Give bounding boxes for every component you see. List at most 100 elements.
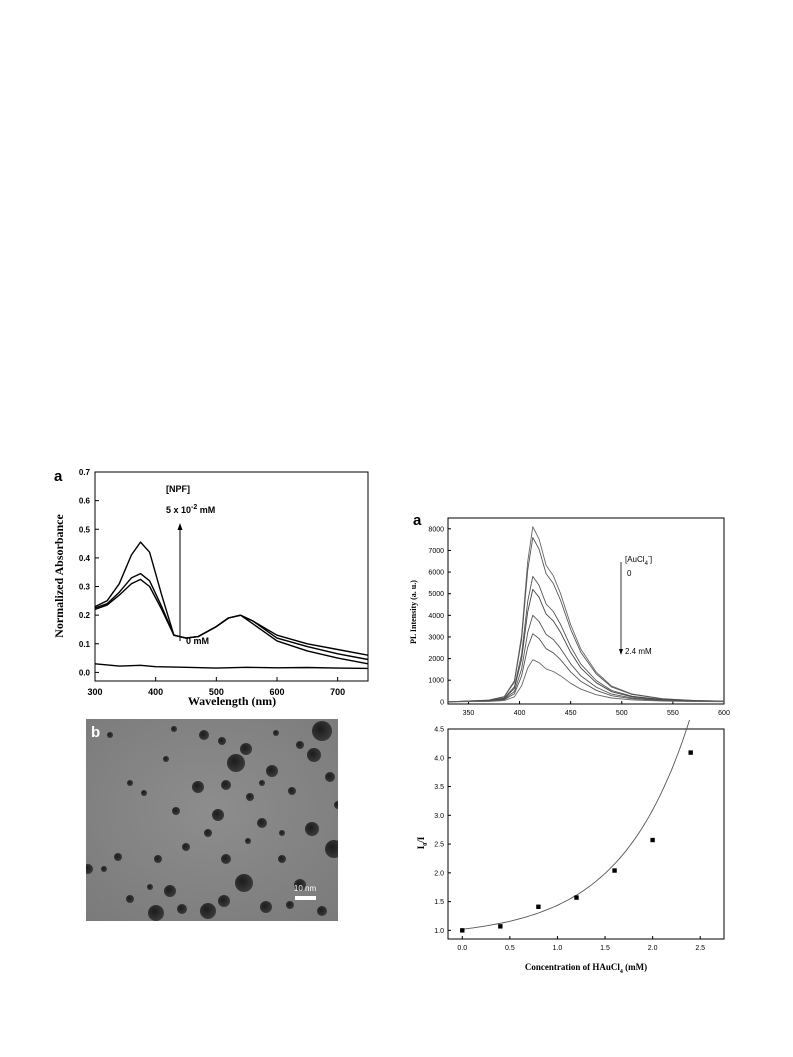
y-tick-label: 3000 bbox=[428, 634, 444, 641]
nanoparticle bbox=[164, 885, 176, 897]
aucl-legend-bottom: 2.4 mM bbox=[625, 647, 652, 656]
x-tick-label: 300 bbox=[87, 687, 102, 697]
y-tick-label: 0.0 bbox=[79, 668, 91, 677]
nanoparticle bbox=[259, 780, 265, 786]
pl-series-line bbox=[447, 537, 725, 703]
nanoparticle bbox=[279, 830, 285, 836]
nanoparticle bbox=[227, 754, 245, 772]
ratio-x-axis-label: Concentration of HAuCl4 (mM) bbox=[525, 962, 647, 975]
nanoparticle bbox=[199, 730, 209, 740]
x-tick-label: 600 bbox=[718, 710, 730, 717]
y-tick-label: 1.5 bbox=[434, 899, 444, 906]
panel-a-right-label: a bbox=[413, 512, 422, 529]
nanoparticle bbox=[148, 905, 164, 921]
nanoparticle bbox=[147, 884, 153, 890]
y-tick-label: 0.7 bbox=[79, 468, 91, 477]
y-tick-label: 0.6 bbox=[79, 497, 91, 506]
x-tick-label: 550 bbox=[667, 710, 679, 717]
y-tick-label: 0.2 bbox=[79, 611, 91, 620]
nanoparticle bbox=[182, 843, 190, 851]
y-tick-label: 5000 bbox=[428, 591, 444, 598]
y-tick-label: 4.5 bbox=[434, 727, 444, 734]
tem-micrograph: b 10 nm bbox=[86, 719, 338, 921]
nanoparticle bbox=[296, 741, 304, 749]
npf-legend-title: [NPF] bbox=[166, 484, 190, 494]
nanoparticle bbox=[334, 801, 338, 809]
x-tick-label: 500 bbox=[209, 687, 224, 697]
nanoparticle bbox=[107, 732, 113, 738]
y-tick-label: 0 bbox=[440, 699, 444, 706]
aucl-legend-title: [AuCl4-] bbox=[625, 554, 652, 567]
x-tick-label: 400 bbox=[514, 710, 526, 717]
pl-series-line bbox=[447, 633, 725, 703]
y-tick-label: 2.0 bbox=[434, 870, 444, 877]
x-tick-label: 0.0 bbox=[457, 945, 467, 952]
data-point bbox=[536, 904, 541, 909]
nanoparticle bbox=[266, 765, 278, 777]
nanoparticle bbox=[126, 895, 134, 903]
scale-bar bbox=[295, 896, 316, 900]
x-tick-label: 2.0 bbox=[648, 945, 658, 952]
fit-curve-line bbox=[462, 720, 690, 930]
nanoparticle bbox=[325, 772, 335, 782]
y-tick-label: 2.5 bbox=[434, 842, 444, 849]
y-tick-label: 3.5 bbox=[434, 784, 444, 791]
nanoparticle bbox=[246, 793, 254, 801]
nanoparticle bbox=[127, 780, 133, 786]
ratio-y-ticks: 1.0 1.5 2.0 2.5 3.0 3.5 4.0 4.5 bbox=[434, 727, 451, 935]
absorbance-series-line bbox=[94, 578, 369, 665]
nanoparticle bbox=[86, 864, 93, 874]
npf-legend-top: 5 x 10-2 mM bbox=[166, 504, 215, 515]
nanoparticle bbox=[218, 737, 226, 745]
absorbance-y-axis-label: Normalized Absorbance bbox=[52, 513, 66, 637]
nanoparticle bbox=[200, 903, 216, 919]
pl-series-line bbox=[447, 588, 725, 703]
nanoparticle bbox=[141, 790, 147, 796]
data-point bbox=[612, 868, 617, 873]
nanoparticle bbox=[192, 781, 204, 793]
nanoparticle bbox=[307, 748, 321, 762]
aucl-arrow-head bbox=[619, 649, 623, 655]
nanoparticle bbox=[278, 855, 286, 863]
ratio-data-points bbox=[460, 750, 693, 933]
tem-image: b 10 nm bbox=[86, 719, 338, 921]
panel-a-left-label: a bbox=[54, 468, 63, 485]
nanoparticle bbox=[163, 756, 169, 762]
ratio-fit-curve bbox=[462, 720, 690, 930]
npf-legend-bottom: 0 mM bbox=[186, 636, 209, 646]
x-tick-label: 1.0 bbox=[553, 945, 563, 952]
y-tick-label: 0.4 bbox=[79, 554, 91, 563]
x-tick-label: 0.5 bbox=[505, 945, 515, 952]
absorbance-y-ticks: 0.0 0.1 0.2 0.3 0.4 0.5 0.6 0.7 bbox=[79, 468, 99, 677]
nanoparticle bbox=[221, 854, 231, 864]
absorbance-series-line bbox=[94, 541, 369, 656]
nanoparticle bbox=[325, 840, 338, 858]
x-tick-label: 350 bbox=[463, 710, 475, 717]
x-tick-label: 2.5 bbox=[695, 945, 705, 952]
nanoparticle bbox=[172, 807, 180, 815]
nanoparticle bbox=[294, 879, 306, 891]
x-tick-label: 450 bbox=[565, 710, 577, 717]
nanoparticle bbox=[235, 874, 253, 892]
aucl-legend-top: 0 bbox=[627, 569, 632, 578]
data-point bbox=[498, 924, 503, 929]
pl-plot-frame bbox=[447, 517, 725, 705]
nanoparticle bbox=[101, 866, 107, 872]
pl-x-ticks: 350 400 450 500 550 600 bbox=[463, 701, 730, 717]
pl-series-line bbox=[447, 526, 725, 703]
data-point bbox=[650, 837, 655, 843]
y-tick-label: 1.0 bbox=[434, 928, 444, 935]
scale-bar-label: 10 nm bbox=[294, 884, 317, 893]
absorbance-series bbox=[94, 541, 369, 670]
absorbance-x-axis-label: Wavelength (nm) bbox=[188, 694, 276, 708]
pl-series bbox=[447, 526, 725, 703]
nanoparticle bbox=[257, 818, 267, 828]
pl-y-axis-label: PL Intensity (a. u.) bbox=[409, 580, 418, 644]
y-tick-label: 0.3 bbox=[79, 583, 91, 592]
y-tick-label: 7000 bbox=[428, 548, 444, 555]
y-tick-label: 6000 bbox=[428, 570, 444, 577]
x-tick-label: 400 bbox=[148, 687, 163, 697]
nanoparticle bbox=[177, 904, 187, 914]
y-tick-label: 0.1 bbox=[79, 640, 91, 649]
npf-arrow-head bbox=[177, 523, 183, 530]
